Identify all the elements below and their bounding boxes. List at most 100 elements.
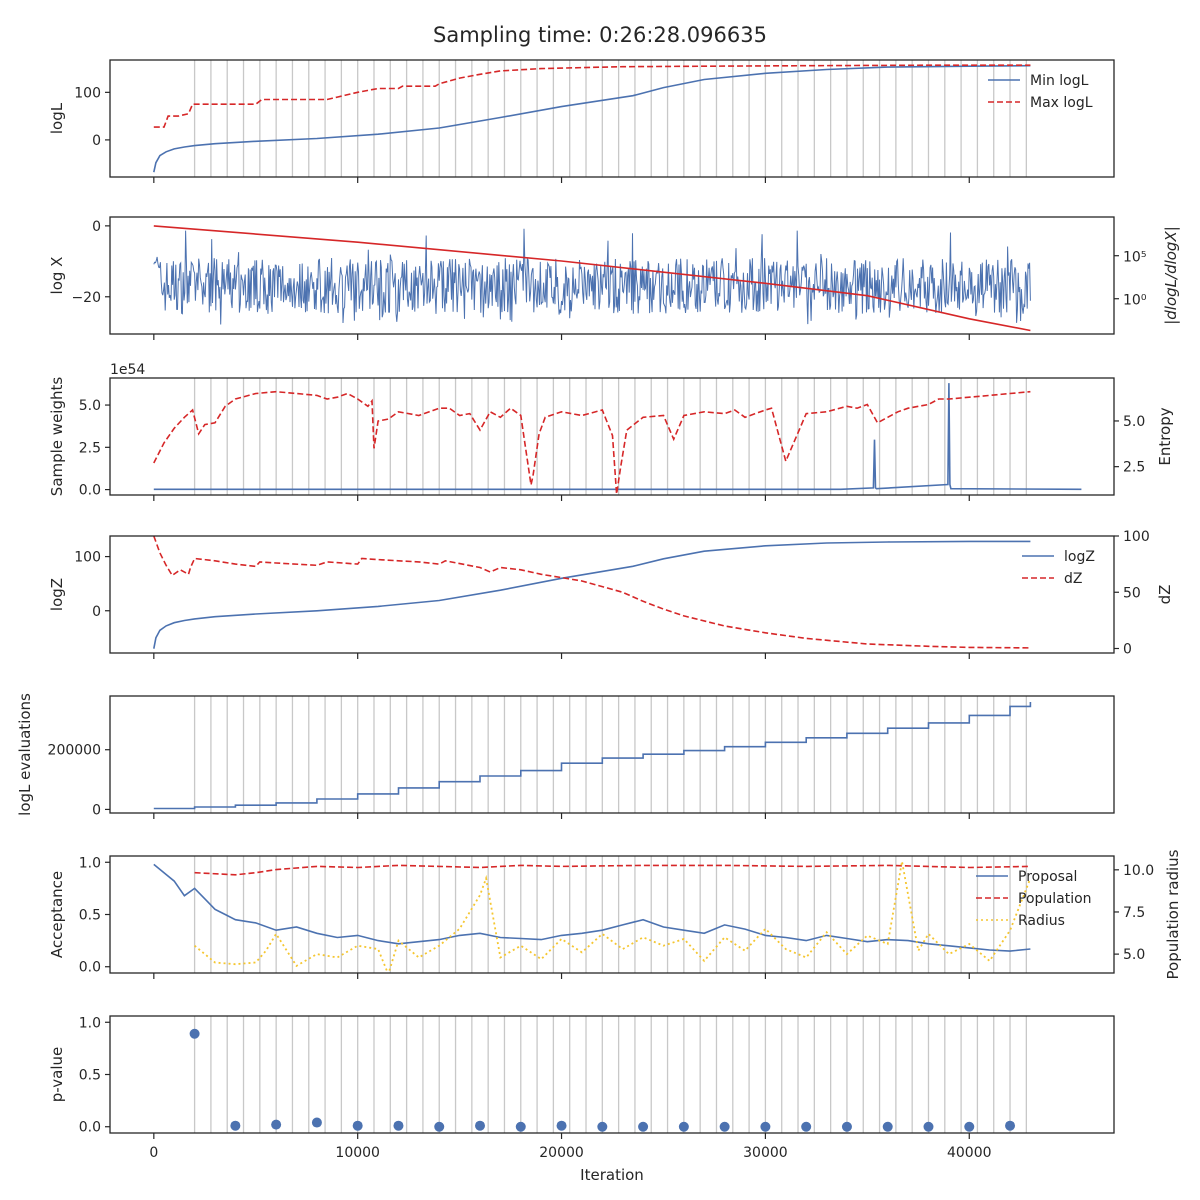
plot-area-pvalue <box>189 1016 1027 1133</box>
data-point <box>230 1120 241 1131</box>
y-tick-label: 0 <box>92 219 101 235</box>
right-y-tick-label: 0 <box>1123 642 1132 658</box>
data-point <box>597 1121 608 1132</box>
y-tick-label: 0 <box>92 133 101 149</box>
legend-label: Max logL <box>1030 95 1093 111</box>
right-y-tick-label: 10.0 <box>1123 863 1154 879</box>
series-weights-1 <box>153 390 1031 495</box>
data-point <box>638 1121 649 1132</box>
y-tick-label: 0.5 <box>79 1068 101 1084</box>
y-axis-label: logL <box>48 102 66 134</box>
plot-area-weights <box>153 378 1082 495</box>
data-point <box>434 1121 445 1132</box>
y-axis-label: p-value <box>48 1047 66 1103</box>
y-tick-label: 100 <box>74 85 101 101</box>
legend-logL: Min logL Max logL <box>988 73 1093 111</box>
legend-acceptance: Proposal Population Radius <box>976 869 1092 929</box>
data-point <box>515 1121 526 1132</box>
right-y-tick-label: 7.5 <box>1123 905 1145 921</box>
data-point <box>760 1121 771 1132</box>
right-y-axis-label: Population radius <box>1164 849 1182 979</box>
right-y-tick-label: 5.0 <box>1123 947 1145 963</box>
y-offset-text: 1e54 <box>110 362 145 378</box>
right-y-tick-label: 100 <box>1123 529 1150 545</box>
data-point <box>882 1121 893 1132</box>
y-axis-label: log X <box>48 257 66 295</box>
panel-weights: 0.0 2.5 5.0 2.5 5.0 Sample weights Entropy 1e54 <box>48 362 1174 501</box>
data-point <box>719 1121 730 1132</box>
right-y-tick-label: 5.0 <box>1123 414 1145 430</box>
right-y-tick-label: 10⁵ <box>1123 250 1146 266</box>
y-tick-label: 0 <box>92 802 101 818</box>
y-tick-label: 0 <box>92 604 101 620</box>
series-logz <box>153 540 1031 649</box>
plot-area-evaluations <box>153 696 1032 813</box>
y-tick-label: 0.0 <box>79 1120 101 1136</box>
axes-frame <box>109 535 1115 654</box>
series-min-logl <box>153 64 1031 173</box>
plot-area-logZ <box>153 536 1031 649</box>
data-point <box>964 1121 975 1132</box>
x-tick-label: 40000 <box>947 1145 992 1161</box>
y-axis-label: Acceptance <box>48 871 66 958</box>
panel-evaluations: 0 200000 logL evaluations <box>16 693 1115 819</box>
data-point <box>352 1120 363 1131</box>
legend-label: logZ <box>1064 549 1095 565</box>
data-point <box>475 1120 486 1131</box>
y-tick-label: 1.0 <box>79 855 101 871</box>
data-point <box>678 1121 689 1132</box>
right-y-axis-label: dZ <box>1156 585 1174 605</box>
y-tick-label: 0.0 <box>79 483 101 499</box>
y-tick-label: 200000 <box>48 743 101 759</box>
x-tick-label: 10000 <box>335 1145 380 1161</box>
panel-logZ: 0 100 0 50 100 logZ dZ logZ dZ <box>48 529 1174 659</box>
legend-logZ: logZ dZ <box>1022 549 1095 587</box>
y-axis-label: logZ <box>48 578 66 611</box>
right-y-tick-label: 2.5 <box>1123 460 1145 476</box>
y-tick-label: 0.5 <box>79 908 101 924</box>
x-tick-label: 30000 <box>743 1145 788 1161</box>
axes-frame <box>109 377 1115 496</box>
series-dlogL-dlogX <box>153 228 1031 325</box>
axes-frame <box>109 59 1115 178</box>
plot-area-logX <box>153 225 1031 332</box>
series-logX-0 <box>153 225 1031 332</box>
panels: 0 100 logL Min logL Max logL 0 −20 10⁵ 10⁰ log X |… <box>16 59 1182 1184</box>
y-tick-label: −20 <box>71 290 101 306</box>
legend-label: Radius <box>1018 913 1065 929</box>
plot-area-logL <box>153 60 1031 177</box>
x-tick-label: 0 <box>149 1145 158 1161</box>
panel-acceptance: 0.0 0.5 1.0 5.0 7.5 10.0 Acceptance Population … <box>48 849 1182 979</box>
panel-logX: 0 −20 10⁵ 10⁰ log X |dlogL/dlogX| <box>48 216 1180 340</box>
panel-logL: 0 100 logL Min logL Max logL <box>48 59 1115 183</box>
y-tick-label: 2.5 <box>79 440 101 456</box>
data-point <box>393 1120 404 1131</box>
x-tick-label: 20000 <box>539 1145 584 1161</box>
right-y-axis-label: |dlogL/dlogX| <box>1162 226 1180 325</box>
y-axis-label: Sample weights <box>48 377 66 497</box>
legend-label: dZ <box>1064 571 1082 587</box>
series-weights-0 <box>153 383 1082 491</box>
y-tick-label: 5.0 <box>79 398 101 414</box>
legend-label: Population <box>1018 891 1092 907</box>
right-y-tick-label: 10⁰ <box>1123 293 1147 309</box>
axes-frame <box>109 695 1115 814</box>
series-proposal <box>153 863 1031 952</box>
figure-title: Sampling time: 0:26:28.096635 <box>433 23 767 47</box>
legend-label: Min logL <box>1030 73 1089 89</box>
panel-pvalue: 0.0 0.5 1.0 0 10000 20000 30000 40000 p-value Ite… <box>48 1015 1115 1184</box>
data-point <box>311 1117 322 1128</box>
y-axis-label: logL evaluations <box>16 693 34 816</box>
x-axis-label: Iteration <box>580 1166 644 1184</box>
series-max-logl <box>153 64 1031 128</box>
data-point <box>923 1121 934 1132</box>
series-dz <box>153 536 1031 649</box>
data-point <box>556 1120 567 1131</box>
data-point <box>841 1121 852 1132</box>
series-population <box>194 864 1031 876</box>
right-y-tick-label: 50 <box>1123 585 1141 601</box>
right-y-axis-label: Entropy <box>1156 407 1174 465</box>
axes-frame <box>109 216 1115 335</box>
